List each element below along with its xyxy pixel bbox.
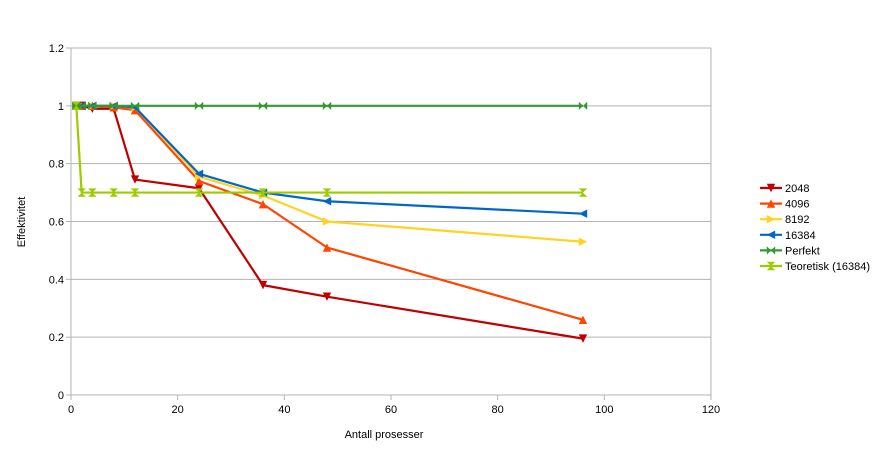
data-point [322,188,332,197]
y-tick-label: 0.6 [49,217,64,229]
series-line [75,105,583,194]
data-point [258,101,268,111]
data-point [322,197,332,206]
x-axis-title: Antall prosesser [345,429,424,441]
series-16384 [72,101,588,218]
y-axis-title: Effektivitet [16,197,28,248]
x-tick-label: 40 [278,404,290,416]
x-tick-label: 60 [385,404,397,416]
data-point [72,101,81,111]
data-point [130,188,140,197]
series-teoretisk-16384 [72,101,588,197]
y-tick-label: 0.4 [49,274,64,286]
legend-marker [766,246,776,255]
y-tick-label: 0.8 [49,159,64,171]
legend-label: 8192 [785,214,809,226]
data-point [258,280,268,290]
axes: 0 0.2 0.4 0.6 0.8 1 1.2 0 20 40 60 80 100 120 [49,43,720,416]
data-point [109,188,118,197]
data-point [322,243,332,252]
data-point [578,209,588,218]
legend-marker [766,215,776,224]
data-point [88,188,97,197]
data-point [578,237,588,246]
data-point [77,188,86,197]
data-point [322,101,332,111]
series-layer [72,101,588,343]
legend: 2048 4096 8192 16384 Perfekt Teoretisk (16384… [760,183,870,273]
data-point [194,188,204,197]
data-point [130,105,140,115]
x-tick-label: 80 [492,404,504,416]
series-line [76,104,584,321]
series-4096 [72,101,588,325]
series-perfekt [72,101,588,111]
legend-marker [766,199,776,208]
data-point [258,199,268,209]
data-point [130,101,140,111]
data-point [88,101,97,111]
x-tick-label: 100 [595,404,613,416]
x-tick-label: 120 [702,404,720,416]
data-point [578,101,588,111]
y-tick-label: 1.2 [49,43,64,55]
data-point [322,292,332,301]
data-point [77,101,86,111]
data-point [130,175,140,184]
legend-label: 2048 [785,183,809,195]
data-point [258,188,268,197]
data-point [194,184,204,193]
y-tick-label: 0 [58,390,64,402]
x-tick-label: 20 [172,404,184,416]
x-tick-label: 0 [68,404,74,416]
legend-marker [766,183,776,193]
legend-label: Teoretisk (16384) [785,261,870,273]
legend-marker [766,230,776,239]
data-point [322,217,332,226]
data-point [194,176,204,186]
data-point [578,315,588,325]
data-point [109,101,118,111]
legend-label: Perfekt [785,245,820,257]
series-line [76,104,584,215]
y-tick-label: 0.2 [49,332,64,344]
data-point [194,169,204,178]
legend-label: 4096 [785,199,809,211]
data-point [578,334,588,343]
y-tick-label: 1 [58,101,64,113]
data-point [194,101,204,111]
legend-marker [766,261,776,271]
legend-label: 16384 [785,230,816,242]
data-point [578,188,588,197]
